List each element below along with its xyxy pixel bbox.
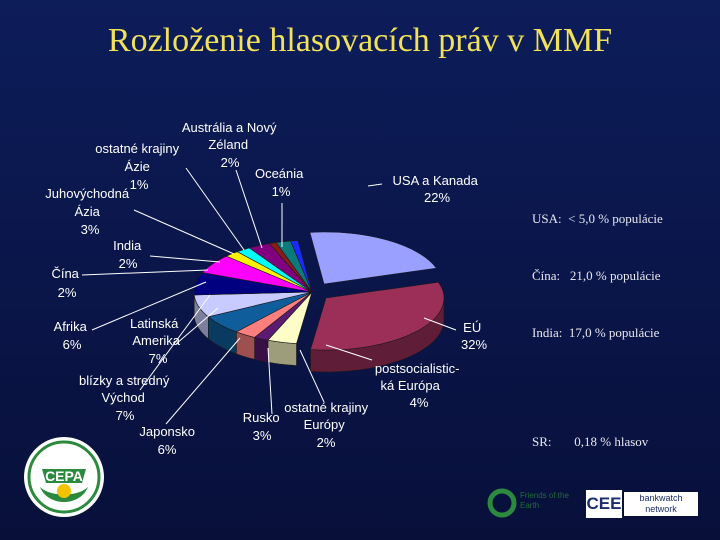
stat-india: India: 17,0 % populácie	[532, 325, 660, 340]
pie-slice-side-3	[254, 336, 269, 363]
label-cin-line1: Čína	[51, 266, 79, 281]
label-usa-line1: USA a Kanada	[393, 173, 479, 188]
label-oke-line3: 2%	[317, 435, 336, 450]
pie-slice-sides	[193, 290, 445, 373]
stat-china: Čína: 21,0 % populácie	[532, 268, 661, 283]
label-ind-line1: India	[113, 238, 142, 253]
cepa-logo: CEPA	[22, 435, 106, 519]
leader-afrika	[91, 281, 207, 331]
label-bsv-line3: 7%	[116, 408, 135, 423]
label-anz: Austrália a Nový Zéland 2%	[182, 120, 280, 170]
label-oka-line3: 1%	[130, 177, 149, 192]
leader-rus	[267, 347, 273, 415]
leader-oka	[185, 167, 245, 251]
earth-ring-icon	[487, 488, 517, 518]
leader-post	[325, 344, 373, 361]
label-jva-line2: Ázia	[75, 204, 101, 219]
slide-title: Rozloženie hlasovacích práv v MMF	[107, 22, 613, 59]
bankwatch-logo-line1: bankwatch	[639, 493, 683, 503]
label-rus-line1: Rusko	[243, 410, 280, 425]
pie-slice-tops	[193, 231, 445, 351]
label-usa: USA a Kanada 22%	[393, 173, 482, 205]
label-afr-line1: Afrika	[54, 319, 88, 334]
label-oke: ostatné krajiny Európy 2%	[284, 400, 371, 450]
label-anz-line1: Austrália a Nový	[182, 120, 277, 135]
label-eu-line1: EÚ	[463, 320, 481, 335]
leader-bsv	[139, 294, 211, 391]
leader-jva	[133, 209, 235, 255]
leader-latam	[175, 307, 219, 345]
leader-india	[149, 255, 221, 263]
label-oce: Oceánia 1%	[255, 166, 307, 199]
label-cin: Čína 2%	[51, 266, 82, 300]
label-afr: Afrika 6%	[54, 319, 91, 352]
label-usa-line2: 22%	[424, 190, 450, 205]
label-rus: Rusko 3%	[243, 410, 283, 443]
pie-slice-side-2	[267, 339, 297, 366]
label-post-line2: ká Európa	[381, 378, 441, 393]
slice-labels: USA a Kanada 22% EÚ 32% postsocialistic-…	[45, 120, 487, 457]
label-cin-line2: 2%	[58, 285, 77, 300]
leader-china	[81, 269, 209, 276]
pie-slice-14	[290, 240, 313, 293]
stat-gap	[532, 380, 663, 394]
leader-oke	[299, 349, 325, 403]
leader-usa	[367, 183, 383, 187]
leader-jap	[165, 337, 241, 425]
cee-bankwatch-logo: CEE bankwatch network	[586, 490, 698, 518]
pie-slice-0	[309, 231, 437, 285]
label-anz-line2: Zéland	[208, 137, 248, 152]
friends-logo-text: Friends of the Earth	[520, 491, 569, 510]
label-bsv: blízky a stredný Východ 7%	[79, 373, 173, 423]
label-jap: Japonsko 6%	[139, 424, 198, 457]
cee-logo-text: CEE	[586, 490, 622, 518]
label-afr-line2: 6%	[63, 337, 82, 352]
label-ind-line2: 2%	[119, 256, 138, 271]
stat-sr: SR: 0,18 % hlasov	[532, 434, 649, 449]
label-jva: Juhovýchodná Ázia 3%	[45, 186, 132, 237]
label-jap-line1: Japonsko	[139, 424, 195, 439]
label-oka: ostatné krajiny Ázie 1%	[95, 141, 182, 192]
population-stats: USA: < 5,0 % populácie Čína: 21,0 % popu…	[532, 171, 663, 470]
label-oke-line2: Európy	[304, 417, 346, 432]
leader-lines	[81, 167, 457, 425]
label-oka-line2: Ázie	[125, 159, 150, 174]
label-jap-line2: 6%	[158, 442, 177, 457]
cepa-emblem-icon: CEPA	[24, 437, 104, 517]
label-lat-line2: Amerika	[132, 333, 180, 348]
cepa-logo-text: CEPA	[45, 468, 83, 484]
label-jva-line3: 3%	[81, 222, 100, 237]
leader-anz	[235, 169, 263, 249]
label-oce-line1: Oceánia	[255, 166, 304, 181]
label-lat-line1: Latinská	[130, 316, 179, 331]
bankwatch-logo-line2: network	[645, 504, 677, 514]
bankwatch-logo-box: bankwatch network	[624, 492, 698, 516]
label-lat: Latinská Amerika 7%	[130, 316, 184, 366]
label-eu-line2: 32%	[461, 337, 487, 352]
pie-slice-1	[310, 281, 445, 351]
label-rus-line2: 3%	[253, 428, 272, 443]
label-ind: India 2%	[113, 238, 145, 271]
label-post: postsocialistic- ká Európa 4%	[375, 361, 463, 410]
label-eu: EÚ 32%	[461, 320, 487, 352]
label-oce-line2: 1%	[272, 184, 291, 199]
label-post-line1: postsocialistic-	[375, 361, 460, 376]
label-lat-line3: 7%	[149, 351, 168, 366]
label-bsv-line1: blízky a stredný	[79, 373, 170, 388]
leader-eu	[423, 317, 457, 331]
label-bsv-line2: Východ	[102, 390, 145, 405]
friends-of-the-earth-logo: Friends of the Earth	[487, 486, 577, 520]
label-oke-line1: ostatné krajiny	[284, 400, 368, 415]
stat-usa: USA: < 5,0 % populácie	[532, 211, 663, 226]
label-anz-line3: 2%	[221, 155, 240, 170]
label-jva-line1: Juhovýchodná	[45, 186, 130, 201]
label-post-line3: 4%	[410, 395, 429, 410]
label-oka-line1: ostatné krajiny	[95, 141, 179, 156]
